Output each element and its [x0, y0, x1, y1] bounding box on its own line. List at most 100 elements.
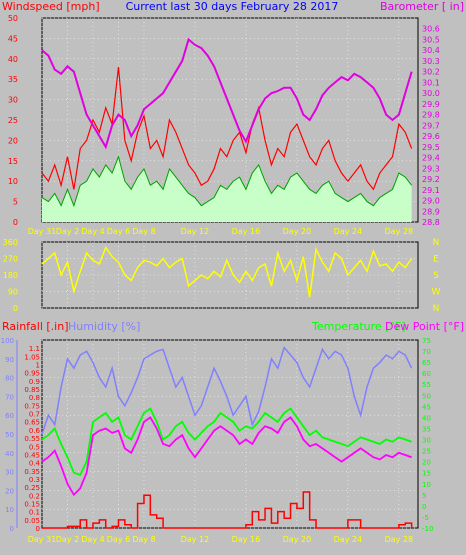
humidity-tick-label: 70: [5, 393, 14, 401]
y-tick-label: 40: [8, 55, 18, 64]
humidity-tick-label: 0: [10, 525, 14, 533]
humidity-tick-label: 30: [5, 469, 14, 477]
humidity-tick-label: 60: [5, 412, 14, 420]
x-tick-label: Day 20: [283, 535, 312, 544]
temp-tick-label: 50: [422, 392, 431, 400]
x-tick-label: Day 16: [232, 535, 261, 544]
compass-label: N: [433, 304, 440, 314]
windspeed-title: Windspeed [mph]: [2, 0, 100, 13]
rain-tick-label: 0.6: [29, 427, 41, 435]
y-tick-label: 180: [3, 271, 18, 280]
compass-label: N: [433, 238, 440, 248]
x-tick-label: Day 12: [181, 227, 210, 236]
rain-tick-label: 0.35: [24, 468, 40, 476]
y2-tick-label: 29.6: [422, 132, 440, 141]
y2-tick-label: 29.0: [422, 197, 440, 206]
temp-tick-label: 35: [422, 425, 431, 433]
dewpoint-line: [41, 416, 412, 497]
temp-tick-label: 0: [422, 503, 426, 511]
y-tick-label: 10: [8, 177, 18, 186]
temp-tick-label: 10: [422, 481, 431, 489]
y2-tick-label: 30.4: [422, 46, 440, 55]
y2-tick-label: 28.9: [422, 207, 440, 216]
temp-tick-label: 55: [422, 381, 431, 389]
x-tick-label: Day 24: [334, 535, 363, 544]
y2-tick-label: 30.1: [422, 78, 440, 87]
x-tick-label: Day 2: [56, 535, 79, 544]
humidity-tick-label: 40: [5, 450, 14, 458]
y-tick-label: 360: [3, 238, 18, 247]
rain-tick-label: 0.1: [29, 509, 40, 517]
wind-barometer-panel: 0 5 10 15 20 25 30 35 40 45 50 28.8 28.929.0 29.1 29.2…: [8, 14, 440, 236]
temp-tick-label: 40: [422, 414, 431, 422]
temp-tick-label: 5: [422, 492, 426, 500]
humidity-tick-label: 50: [5, 431, 14, 439]
x-tick-label: Day 20: [283, 227, 312, 236]
temperature-legend: Temperature [°F]: [311, 320, 406, 333]
y2-tick-label: 30.0: [422, 89, 440, 98]
y2-tick-label: 29.5: [422, 143, 440, 152]
rain-tick-label: 0.15: [24, 500, 40, 508]
rain-tick-label: 0.25: [24, 484, 40, 492]
y-tick-label: 15: [8, 157, 18, 166]
temp-tick-label: 75: [422, 337, 431, 345]
rain-tick-label: 0.7: [29, 411, 40, 419]
rain-tick-label: 0.9: [29, 378, 40, 386]
y2-tick-label: 29.3: [422, 164, 440, 173]
y-tick-label: 35: [8, 75, 18, 84]
x-tick-label: Day 2: [56, 227, 79, 236]
y2-tick-label: 29.8: [422, 111, 440, 120]
rainfall-legend: Rainfall [.in]: [2, 320, 69, 333]
compass-label: W: [432, 288, 441, 298]
temp-tick-label: 15: [422, 470, 431, 478]
y2-tick-label: 29.1: [422, 186, 440, 195]
humidity-tick-label: 10: [5, 506, 14, 514]
x-tick-label: Day 4: [81, 535, 104, 544]
y-tick-label: 90: [8, 288, 18, 297]
rain-tick-label: 0.2: [29, 492, 40, 500]
wind-direction-panel: 0 N 90 W 180 S 270 E 360 N: [3, 238, 441, 314]
wind-direction-line: [41, 245, 413, 298]
y-tick-label: 0: [13, 304, 18, 313]
rain-tick-label: 0.95: [24, 370, 40, 378]
y2-tick-label: 28.8: [422, 218, 440, 227]
x-tick-label: Day 24: [334, 227, 363, 236]
compass-label: E: [433, 255, 439, 265]
y-tick-label: 30: [8, 96, 18, 105]
humidity-tick-label: 90: [5, 356, 14, 364]
rain-tick-label: 0.85: [24, 386, 40, 394]
temp-tick-label: 25: [422, 448, 431, 456]
rain-tick-label: 0: [36, 525, 40, 533]
windspeed-gust-line: [41, 66, 413, 191]
y2-tick-label: 30.3: [422, 57, 440, 66]
rain-tick-label: 1: [36, 362, 40, 370]
humidity-legend: Humidity [%]: [68, 320, 140, 333]
y2-tick-label: 30.5: [422, 35, 440, 44]
temp-tick-label: 20: [422, 459, 431, 467]
y2-tick-label: 30.6: [422, 25, 440, 34]
y-tick-label: 45: [8, 34, 18, 43]
x-tick-label: Day 31: [28, 227, 57, 236]
humidity-line: [41, 345, 413, 435]
x-tick-label: Day 4: [81, 227, 104, 236]
y-tick-label: 270: [3, 255, 18, 264]
dewpoint-legend: Dew Point [°F]: [385, 320, 464, 333]
temp-tick-label: 45: [422, 403, 431, 411]
y2-tick-label: 30.2: [422, 68, 440, 77]
rain-tick-label: 0.75: [24, 402, 40, 410]
rain-tick-label: 0.3: [29, 476, 40, 484]
x-tick-label: Day 6: [107, 227, 130, 236]
temp-tick-label: -10: [422, 525, 433, 533]
windspeed-avg-line: [41, 155, 413, 208]
y2-tick-label: 29.4: [422, 154, 440, 163]
rain-tick-label: 0.05: [24, 517, 40, 525]
y2-tick-label: 29.2: [422, 175, 440, 184]
temp-tick-label: 65: [422, 359, 431, 367]
x-tick-label: Day 31: [28, 535, 57, 544]
temperature-line: [41, 407, 412, 477]
y-tick-label: 25: [8, 116, 18, 125]
humidity-tick-label: 80: [5, 375, 14, 383]
compass-label: S: [433, 271, 439, 281]
y-tick-label: 5: [13, 198, 18, 207]
